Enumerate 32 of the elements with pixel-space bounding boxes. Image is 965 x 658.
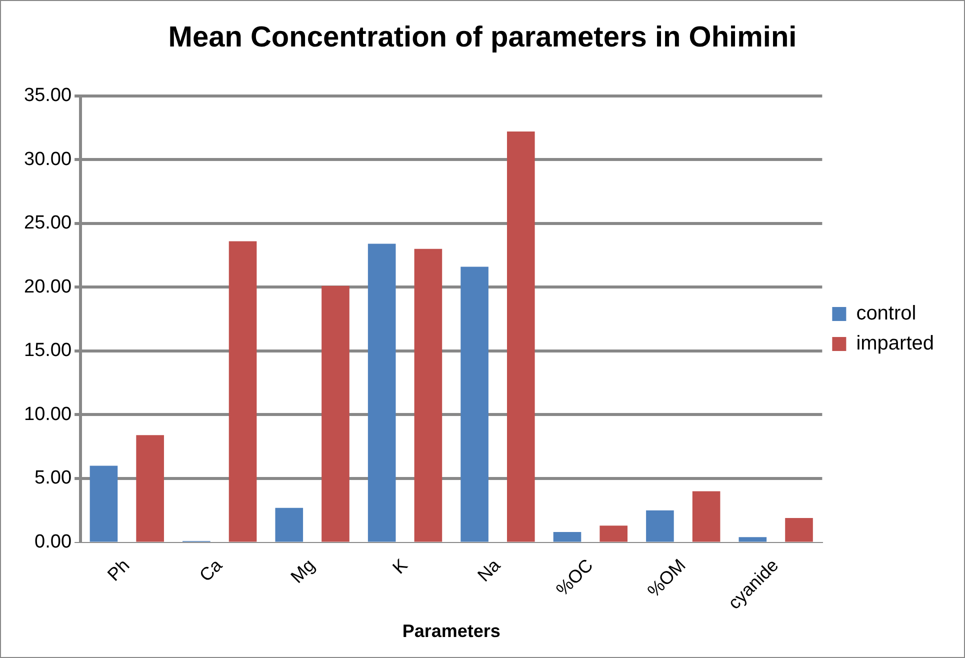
- bar: [553, 532, 582, 542]
- legend-label: control: [856, 302, 916, 325]
- chart-title: Mean Concentration of parameters in Ohimini: [168, 21, 797, 54]
- y-tick-label: 0.00: [34, 531, 72, 552]
- y-tick-label: 10.00: [24, 404, 72, 425]
- bar: [228, 241, 257, 542]
- y-tick-label: 20.00: [24, 276, 72, 298]
- bar: [600, 526, 628, 542]
- bar: [506, 132, 535, 542]
- bar: [322, 286, 350, 542]
- y-tick-label: 30.00: [24, 148, 72, 170]
- bar: [136, 435, 164, 542]
- x-axis-title: Parameters: [402, 621, 500, 642]
- bar: [692, 491, 720, 542]
- x-tick-label: Ca: [196, 554, 227, 586]
- bar: [460, 266, 488, 542]
- bar: [275, 508, 304, 542]
- y-tick-label: 35.00: [24, 85, 72, 106]
- bar: [368, 244, 396, 542]
- y-tick-label: 25.00: [24, 212, 72, 234]
- bar: [90, 466, 118, 542]
- x-tick-label: K: [388, 555, 412, 578]
- bar: [414, 248, 442, 542]
- x-tick-label: Mg: [286, 555, 319, 587]
- x-tick-label: Na: [474, 554, 505, 586]
- y-tick-label: 5.00: [34, 468, 72, 489]
- y-tick-label: 15.00: [24, 340, 72, 362]
- bar: [646, 510, 674, 542]
- x-tick-label: Ph: [104, 555, 134, 585]
- bar: [738, 537, 767, 542]
- legend-label: imparted: [856, 332, 934, 355]
- bar: [785, 518, 813, 542]
